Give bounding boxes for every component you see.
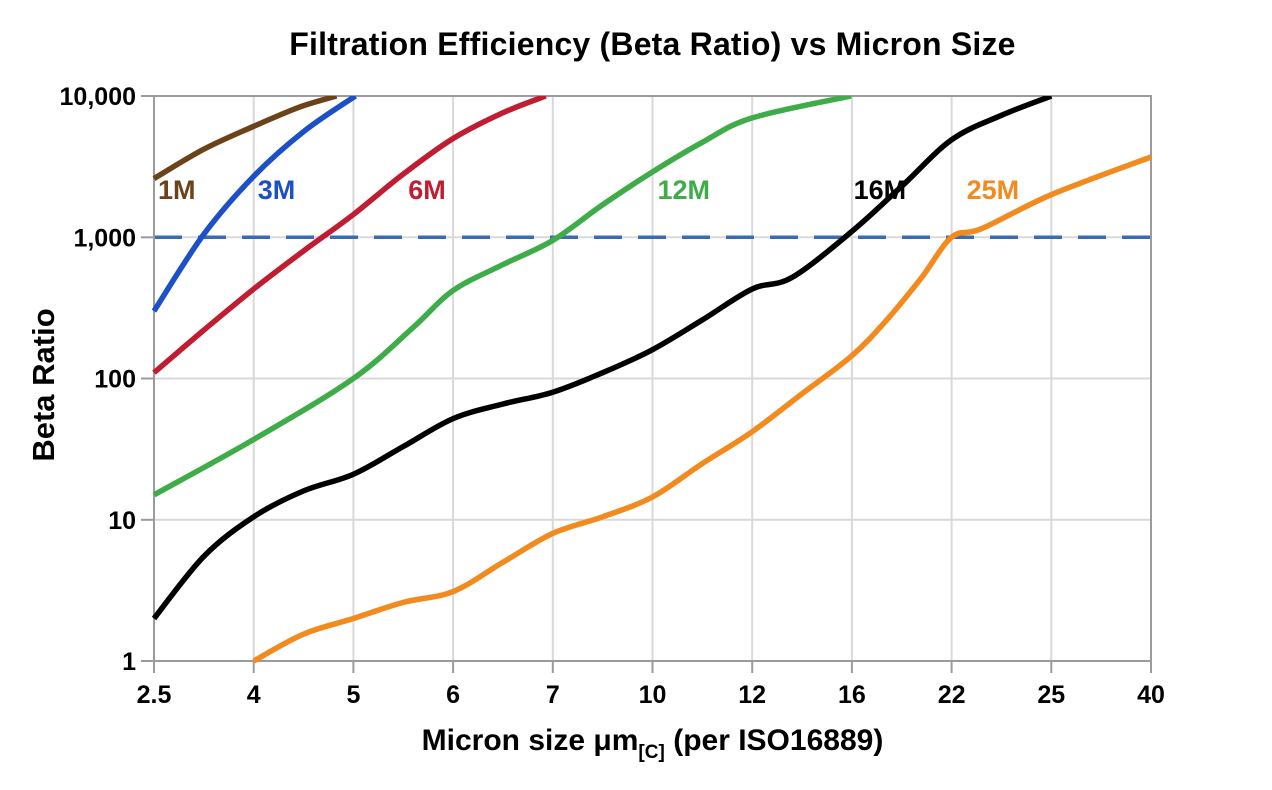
series-line-16M: [152, 96, 1053, 621]
chart-title: Filtration Efficiency (Beta Ratio) vs Mi…: [289, 26, 1016, 62]
x-tick-label: 22: [938, 681, 966, 709]
y-tick-label: 1: [122, 648, 136, 676]
x-tick-label: 6: [446, 681, 460, 709]
x-tick-label: 25: [1037, 681, 1065, 709]
x-axis-title: Micron size μm[C] (per ISO16889): [154, 724, 1151, 763]
x-axis-title-subscript: [C]: [638, 742, 665, 763]
x-axis-title-suffix: (per ISO16889): [673, 724, 884, 757]
x-axis-title-main: Micron size μm: [421, 724, 639, 757]
x-tick-label: 7: [546, 681, 560, 709]
y-tick-label: 10: [108, 507, 136, 535]
y-tick-label: 1,000: [73, 224, 136, 252]
series-line-6M: [152, 96, 547, 375]
series-line-25M: [252, 154, 1152, 664]
series-label-16M: 16M: [854, 175, 907, 205]
x-tick-label: 10: [639, 681, 667, 709]
series-line-1M: [152, 96, 338, 181]
series-label-6M: 6M: [408, 175, 446, 205]
series-label-25M: 25M: [967, 175, 1020, 205]
series-line-12M: [152, 96, 852, 498]
series-line-3M: [152, 96, 357, 313]
x-tick-label: 4: [247, 681, 261, 709]
series-label-1M: 1M: [158, 175, 196, 205]
series-label-3M: 3M: [258, 175, 296, 205]
x-tick-label: 16: [838, 681, 866, 709]
y-tick-label: 100: [94, 366, 136, 394]
x-tick-label: 12: [738, 681, 766, 709]
x-tick-label: 2.5: [137, 681, 172, 709]
series-label-12M: 12M: [658, 175, 711, 205]
x-tick-label: 40: [1137, 681, 1165, 709]
x-tick-label: 5: [346, 681, 360, 709]
y-tick-label: 10,000: [60, 83, 136, 111]
